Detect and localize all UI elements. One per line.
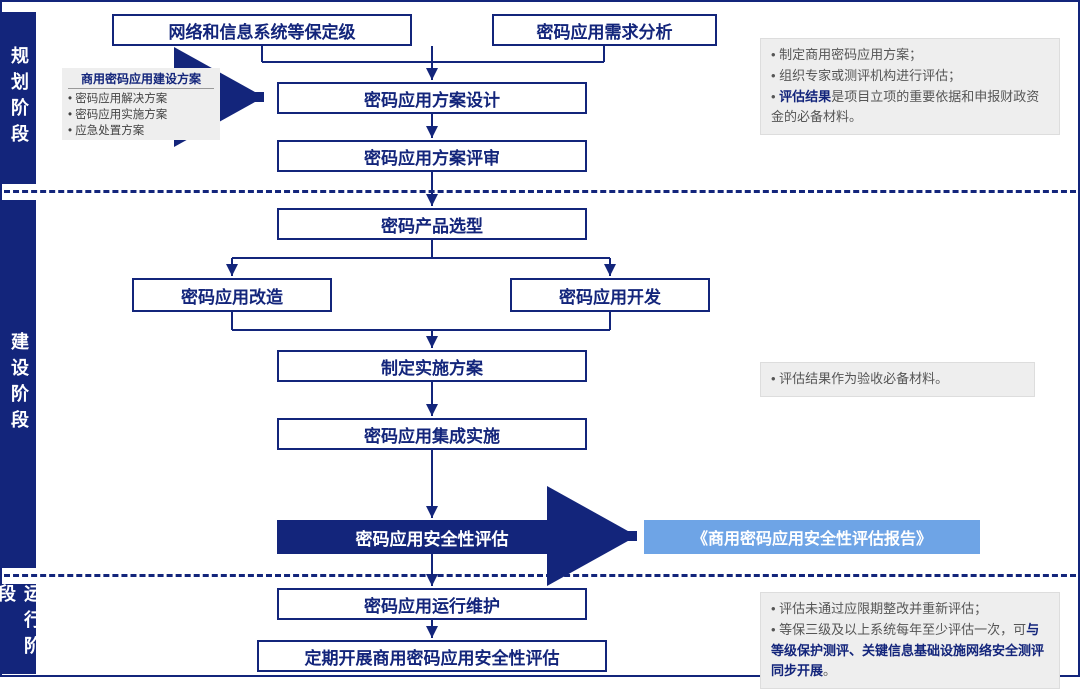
note-build: • 评估结果作为验收必备材料。 — [760, 362, 1035, 397]
side-plan-box: 商用密码应用建设方案 • 密码应用解决方案 • 密码应用实施方案 • 应急处置方… — [62, 68, 220, 140]
node-report: 《商用密码应用安全性评估报告》 — [644, 520, 980, 554]
phase-label-build: 建设阶段 — [2, 200, 36, 568]
node-impl-plan: 制定实施方案 — [277, 350, 587, 382]
node-security-eval: 密码应用安全性评估 — [277, 520, 587, 554]
phase-label-run: 运行阶段 — [2, 584, 36, 674]
node-req-analysis: 密码应用需求分析 — [492, 14, 717, 46]
node-review: 密码应用方案评审 — [277, 140, 587, 172]
node-periodic: 定期开展商用密码应用安全性评估 — [257, 640, 607, 672]
node-integration: 密码应用集成实施 — [277, 418, 587, 450]
phase-label-planning: 规划阶段 — [2, 12, 36, 184]
node-maintain: 密码应用运行维护 — [277, 588, 587, 620]
side-plan-b1: • 密码应用解决方案 — [68, 90, 214, 106]
diagram-canvas: 规划阶段 建设阶段 运行阶段 — [0, 0, 1080, 677]
side-plan-b3: • 应急处置方案 — [68, 122, 214, 138]
node-design: 密码应用方案设计 — [277, 82, 587, 114]
side-plan-b2: • 密码应用实施方案 — [68, 106, 214, 122]
divider-1 — [4, 190, 1076, 193]
node-dengbao: 网络和信息系统等保定级 — [112, 14, 412, 46]
node-modify: 密码应用改造 — [132, 278, 332, 312]
note-planning: • 制定商用密码应用方案； • 组织专家或测评机构进行评估； • 评估结果是项目… — [760, 38, 1060, 135]
node-develop: 密码应用开发 — [510, 278, 710, 312]
divider-2 — [4, 574, 1076, 577]
note-run: • 评估未通过应限期整改并重新评估； • 等保三级及以上系统每年至少评估一次，可… — [760, 592, 1060, 689]
node-product-select: 密码产品选型 — [277, 208, 587, 240]
side-plan-title: 商用密码应用建设方案 — [68, 70, 214, 89]
